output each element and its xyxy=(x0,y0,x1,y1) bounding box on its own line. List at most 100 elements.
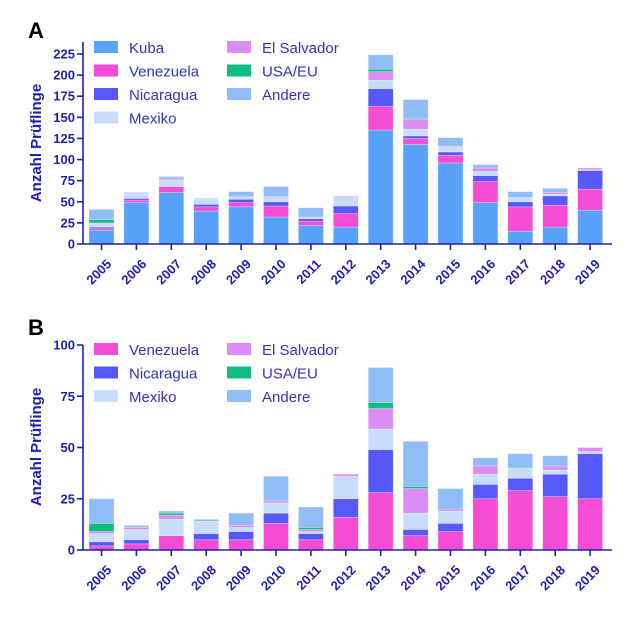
bar-segment-usa-eu-2005 xyxy=(88,219,115,224)
bar-segment-andere-2009 xyxy=(228,512,254,526)
legend-label-kuba: Kuba xyxy=(129,40,165,57)
x-tick-label-2013: 2013 xyxy=(363,562,394,593)
bar-segment-andere-2010 xyxy=(263,186,289,198)
bar-segment-mexiko-2011 xyxy=(298,531,324,534)
x-tick-label-2013: 2013 xyxy=(363,256,394,287)
bar-segment-nicaragua-2012 xyxy=(332,205,359,214)
bar-segment-venezuela-2007 xyxy=(158,535,185,551)
y-axis-title: Anzahl Prüflinge xyxy=(28,84,45,202)
x-tick-label-2010: 2010 xyxy=(258,562,289,593)
bar-segment-venezuela-2014 xyxy=(402,535,429,551)
bar-segment-el-salvador-2019 xyxy=(577,447,603,452)
bar-segment-mexiko-2014 xyxy=(402,512,429,530)
bar-segment-mexiko-2015 xyxy=(437,146,464,153)
bar-segment-nicaragua-2011 xyxy=(298,218,324,222)
bar-segment-usa-eu-2011 xyxy=(298,527,324,530)
legend-swatch-nicaragua xyxy=(94,366,118,379)
legend-label-el-salvador: El Salvador xyxy=(262,40,339,57)
bar-segment-usa-eu-2014 xyxy=(402,486,429,489)
bar-segment-usa-eu-2005 xyxy=(88,523,115,532)
bar-segment-mexiko-2005 xyxy=(88,533,115,543)
bar-segment-andere-2011 xyxy=(298,207,324,217)
legend-swatch-mexiko xyxy=(94,390,118,402)
bar-segment-andere-2007 xyxy=(158,176,185,178)
bar-segment-el-salvador-2006 xyxy=(123,527,150,530)
bar-segment-andere-2016 xyxy=(472,164,499,169)
legend-label-andere: Andere xyxy=(262,87,310,104)
bar-segment-venezuela-2015 xyxy=(437,155,464,164)
legend-label-andere: Andere xyxy=(262,389,310,406)
bar-segment-venezuela-2008 xyxy=(193,206,219,212)
y-tick-label-200: 200 xyxy=(53,68,75,83)
bar-segment-kuba-2008 xyxy=(193,210,219,245)
bar-segment-mexiko-2006 xyxy=(123,193,150,199)
x-tick-label-2006: 2006 xyxy=(118,256,149,287)
bar-segment-kuba-2018 xyxy=(542,226,569,245)
bar-segment-nicaragua-2011 xyxy=(298,533,324,541)
bar-segment-kuba-2016 xyxy=(472,202,499,245)
x-tick-label-2008: 2008 xyxy=(188,562,219,593)
bar-segment-nicaragua-2010 xyxy=(263,512,289,524)
bar-segment-venezuela-2019 xyxy=(577,188,603,211)
bar-segment-nicaragua-2009 xyxy=(228,531,254,541)
bar-segment-mexiko-2013 xyxy=(367,79,394,89)
legend-swatch-usa-eu xyxy=(227,366,251,379)
bar-segment-nicaragua-2010 xyxy=(263,201,289,207)
panel-a-chart: 2005 2006 2007 2008 2009 2010 2011 2012 2013 2014… xyxy=(28,40,612,287)
bar-segment-nicaragua-2019 xyxy=(577,170,603,190)
bar-segment-el-salvador-2015 xyxy=(437,508,464,512)
bar-segment-el-salvador-2016 xyxy=(472,465,499,475)
bar-segment-el-salvador-2013 xyxy=(367,71,394,81)
bar-segment-usa-eu-2013 xyxy=(367,402,394,409)
bar-segment-venezuela-2006 xyxy=(123,199,150,203)
bar-segment-venezuela-2016 xyxy=(472,498,499,551)
bar-segment-el-salvador-2011 xyxy=(298,529,324,532)
bar-segment-nicaragua-2016 xyxy=(472,484,499,500)
x-tick-label-2007: 2007 xyxy=(153,562,184,593)
bar-segment-kuba-2012 xyxy=(332,226,359,245)
bar-segment-andere-2013 xyxy=(367,54,394,70)
bar-segment-el-salvador-2019 xyxy=(577,167,603,170)
bar-segment-nicaragua-2008 xyxy=(193,533,219,541)
bar-segment-kuba-2009 xyxy=(228,206,254,245)
x-tick-label-2019: 2019 xyxy=(572,562,603,593)
bar-segment-nicaragua-2015 xyxy=(437,151,464,156)
y-tick-label-25: 25 xyxy=(61,215,75,230)
bar-segment-el-salvador-2007 xyxy=(158,514,185,520)
legend-label-nicaragua: Nicaragua xyxy=(129,366,198,383)
bar-segment-andere-2009 xyxy=(228,191,254,198)
bar-segment-venezuela-2008 xyxy=(193,539,219,551)
x-tick-label-2011: 2011 xyxy=(293,562,324,593)
y-tick-label-25: 25 xyxy=(61,491,75,506)
bar-segment-nicaragua-2016 xyxy=(472,175,499,182)
bar-segment-venezuela-2006 xyxy=(123,543,150,551)
bar-segment-mexiko-2017 xyxy=(507,197,534,203)
bar-segment-venezuela-2012 xyxy=(332,516,359,551)
bar-segment-mexiko-2017 xyxy=(507,467,534,479)
bar-segment-mexiko-2014 xyxy=(402,128,429,137)
bar-segment-andere-2017 xyxy=(507,453,534,469)
bar-segment-kuba-2013 xyxy=(367,129,394,245)
y-tick-label-75: 75 xyxy=(61,389,75,404)
bar-segment-mexiko-2005 xyxy=(88,223,115,228)
bar-segment-kuba-2007 xyxy=(158,192,185,245)
legend-swatch-venezuela xyxy=(94,343,118,355)
y-axis-title: Anzahl Prüflinge xyxy=(28,388,45,506)
bar-segment-mexiko-2006 xyxy=(123,529,150,541)
bar-segment-kuba-2011 xyxy=(298,225,324,245)
y-tick-label-0: 0 xyxy=(68,237,75,252)
bar-segment-kuba-2014 xyxy=(402,144,429,245)
bar-segment-venezuela-2016 xyxy=(472,181,499,203)
bar-segment-mexiko-2008 xyxy=(193,520,219,534)
bar-segment-el-salvador-2009 xyxy=(228,525,254,528)
bar-segment-mexiko-2016 xyxy=(472,171,499,176)
legend-swatch-usa-eu xyxy=(227,64,251,77)
bar-segment-el-salvador-2013 xyxy=(367,408,394,430)
bar-segment-nicaragua-2013 xyxy=(367,449,394,493)
x-tick-label-2012: 2012 xyxy=(328,256,359,287)
legend-label-usa-eu: USA/EU xyxy=(262,366,318,383)
x-tick-label-2016: 2016 xyxy=(467,562,498,593)
bar-segment-venezuela-2014 xyxy=(402,138,429,145)
bar-segment-mexiko-2012 xyxy=(332,475,359,500)
